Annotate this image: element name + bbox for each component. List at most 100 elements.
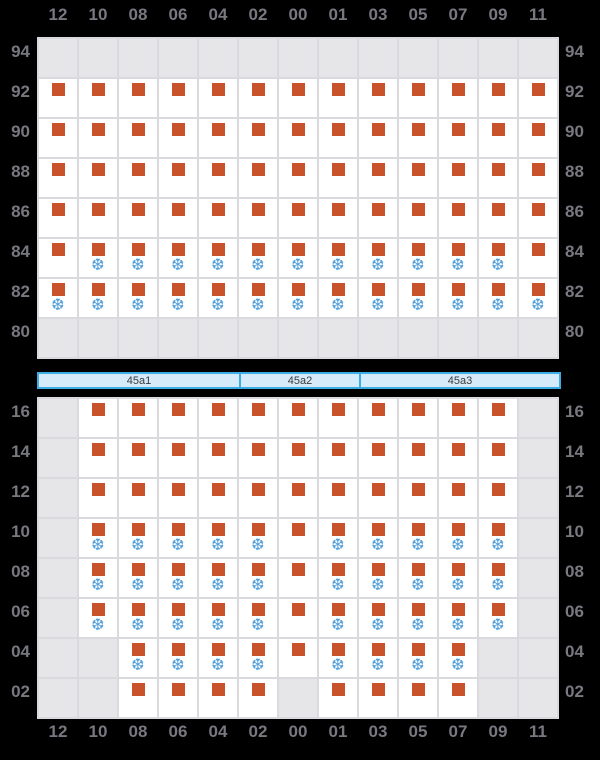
slot-cell[interactable]: [399, 319, 437, 357]
slot-cell[interactable]: [279, 479, 317, 517]
slot-cell[interactable]: [479, 679, 517, 717]
slot-cell[interactable]: [519, 599, 557, 637]
slot-cell[interactable]: [39, 239, 77, 277]
slot-cell[interactable]: ❆: [199, 559, 237, 597]
slot-cell[interactable]: [519, 39, 557, 77]
slot-cell[interactable]: [519, 559, 557, 597]
slot-cell[interactable]: ❆: [399, 239, 437, 277]
slot-cell[interactable]: [319, 199, 357, 237]
slot-cell[interactable]: [479, 319, 517, 357]
slot-cell[interactable]: [39, 399, 77, 437]
slot-cell[interactable]: ❆: [359, 519, 397, 557]
slot-cell[interactable]: [119, 199, 157, 237]
slot-cell[interactable]: ❆: [359, 599, 397, 637]
slot-cell[interactable]: ❆: [199, 519, 237, 557]
slot-cell[interactable]: ❆: [519, 279, 557, 317]
slot-cell[interactable]: [239, 199, 277, 237]
slot-cell[interactable]: [359, 119, 397, 157]
slot-cell[interactable]: [519, 119, 557, 157]
slot-cell[interactable]: ❆: [239, 239, 277, 277]
slot-cell[interactable]: [279, 679, 317, 717]
slot-cell[interactable]: [319, 319, 357, 357]
slot-cell[interactable]: [399, 479, 437, 517]
slot-cell[interactable]: ❆: [199, 279, 237, 317]
slot-cell[interactable]: [199, 39, 237, 77]
slot-cell[interactable]: [39, 559, 77, 597]
slot-cell[interactable]: ❆: [479, 599, 517, 637]
slot-cell[interactable]: [519, 519, 557, 557]
slot-cell[interactable]: ❆: [439, 559, 477, 597]
slot-cell[interactable]: ❆: [399, 279, 437, 317]
slot-cell[interactable]: ❆: [439, 599, 477, 637]
slot-cell[interactable]: [399, 119, 437, 157]
slot-cell[interactable]: ❆: [319, 559, 357, 597]
slot-cell[interactable]: [479, 199, 517, 237]
slot-cell[interactable]: [79, 399, 117, 437]
slot-cell[interactable]: ❆: [119, 599, 157, 637]
slot-cell[interactable]: [199, 479, 237, 517]
slot-cell[interactable]: ❆: [439, 239, 477, 277]
slot-cell[interactable]: [479, 39, 517, 77]
slot-cell[interactable]: [399, 439, 437, 477]
slot-cell[interactable]: [79, 159, 117, 197]
slot-cell[interactable]: ❆: [319, 519, 357, 557]
slot-cell[interactable]: [119, 79, 157, 117]
slot-cell[interactable]: ❆: [359, 639, 397, 677]
slot-cell[interactable]: [319, 479, 357, 517]
slot-cell[interactable]: ❆: [359, 279, 397, 317]
slot-cell[interactable]: [359, 319, 397, 357]
slot-cell[interactable]: ❆: [399, 519, 437, 557]
slot-cell[interactable]: ❆: [199, 239, 237, 277]
slot-cell[interactable]: ❆: [279, 279, 317, 317]
slot-cell[interactable]: ❆: [79, 599, 117, 637]
slot-cell[interactable]: ❆: [279, 239, 317, 277]
slot-cell[interactable]: ❆: [479, 559, 517, 597]
slot-cell[interactable]: [119, 39, 157, 77]
slot-cell[interactable]: [319, 159, 357, 197]
slot-cell[interactable]: [319, 39, 357, 77]
slot-cell[interactable]: [39, 319, 77, 357]
slot-cell[interactable]: [79, 199, 117, 237]
slot-cell[interactable]: [479, 439, 517, 477]
slot-cell[interactable]: ❆: [159, 639, 197, 677]
slot-cell[interactable]: [239, 119, 277, 157]
slot-cell[interactable]: [359, 159, 397, 197]
slot-cell[interactable]: [319, 399, 357, 437]
slot-cell[interactable]: [439, 39, 477, 77]
slot-cell[interactable]: [479, 639, 517, 677]
slot-cell[interactable]: [159, 159, 197, 197]
slot-cell[interactable]: [319, 119, 357, 157]
slot-cell[interactable]: ❆: [39, 279, 77, 317]
slot-cell[interactable]: ❆: [239, 279, 277, 317]
slot-cell[interactable]: [39, 639, 77, 677]
slot-cell[interactable]: [279, 519, 317, 557]
slot-cell[interactable]: [239, 39, 277, 77]
hatch-cover-segment[interactable]: 45a1: [126, 374, 152, 387]
slot-cell[interactable]: ❆: [319, 639, 357, 677]
slot-cell[interactable]: [119, 679, 157, 717]
slot-cell[interactable]: [119, 439, 157, 477]
slot-cell[interactable]: [359, 199, 397, 237]
slot-cell[interactable]: [79, 439, 117, 477]
slot-cell[interactable]: ❆: [79, 559, 117, 597]
slot-cell[interactable]: [79, 39, 117, 77]
slot-cell[interactable]: [239, 479, 277, 517]
slot-cell[interactable]: [159, 79, 197, 117]
slot-cell[interactable]: [199, 199, 237, 237]
slot-cell[interactable]: ❆: [79, 279, 117, 317]
slot-cell[interactable]: [439, 439, 477, 477]
slot-cell[interactable]: [439, 199, 477, 237]
slot-cell[interactable]: [519, 639, 557, 677]
slot-cell[interactable]: [519, 399, 557, 437]
slot-cell[interactable]: [279, 199, 317, 237]
slot-cell[interactable]: ❆: [399, 559, 437, 597]
slot-cell[interactable]: [279, 559, 317, 597]
slot-cell[interactable]: [439, 319, 477, 357]
slot-cell[interactable]: [479, 79, 517, 117]
slot-cell[interactable]: ❆: [399, 639, 437, 677]
slot-cell[interactable]: ❆: [199, 599, 237, 637]
slot-cell[interactable]: [199, 79, 237, 117]
slot-cell[interactable]: [239, 679, 277, 717]
slot-cell[interactable]: [239, 439, 277, 477]
slot-cell[interactable]: [239, 79, 277, 117]
